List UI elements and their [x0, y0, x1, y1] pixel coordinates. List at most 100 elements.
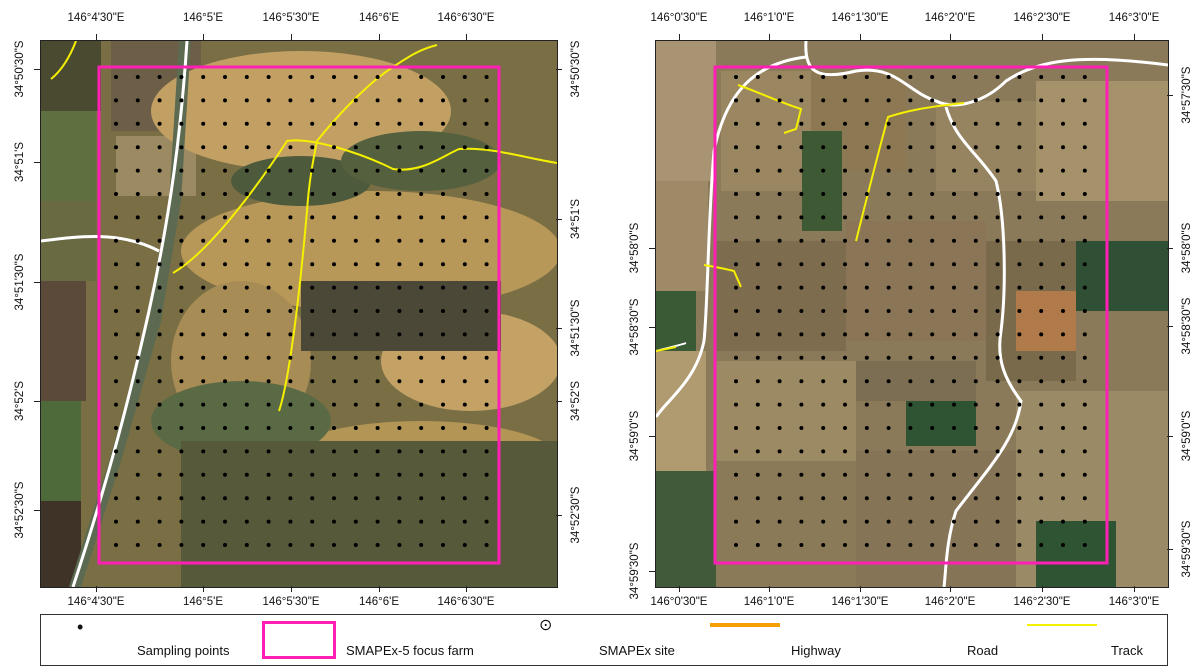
sampling-point: [201, 192, 206, 196]
sampling-point: [310, 402, 315, 407]
sampling-point: [462, 332, 467, 337]
sampling-point: [1017, 238, 1022, 243]
sampling-point: [777, 75, 782, 79]
sampling-point: [930, 309, 935, 313]
sampling-point: [734, 192, 738, 196]
sampling-point: [157, 75, 162, 79]
sampling-point: [310, 449, 315, 454]
sampling-point: [135, 215, 140, 220]
sampling-point: [375, 449, 380, 454]
sampling-point: [843, 262, 847, 267]
sampling-point: [995, 309, 1000, 313]
sampling-point: [864, 496, 869, 501]
sampling-point: [135, 145, 140, 150]
sampling-point: [157, 402, 162, 407]
sampling-point: [864, 543, 869, 547]
sampling-point: [734, 472, 738, 477]
sampling-point: [930, 145, 935, 150]
sampling-point: [441, 285, 445, 290]
sampling-point: [332, 332, 336, 337]
sampling-point: [114, 472, 118, 477]
sampling-point: [1082, 496, 1087, 501]
sampling-point: [332, 98, 336, 103]
sampling-point: [266, 402, 271, 407]
sampling-point: [353, 379, 358, 384]
sampling-point: [864, 472, 869, 477]
sampling-point: [179, 402, 184, 407]
sampling-point: [223, 238, 227, 243]
sampling-point: [843, 519, 847, 524]
sampling-point: [244, 449, 249, 454]
sampling-point: [886, 519, 891, 524]
sampling-point: [441, 355, 445, 360]
sampling-point: [375, 519, 380, 524]
sampling-point: [734, 543, 738, 547]
sampling-point: [995, 121, 1000, 126]
sampling-point: [1039, 121, 1044, 126]
bottom-tick-label-right-0: 146°0'30"E: [650, 596, 708, 608]
sampling-point: [375, 426, 380, 430]
sampling-point: [952, 379, 956, 384]
sampling-point: [397, 519, 402, 524]
sampling-point: [484, 238, 489, 243]
sampling-point: [734, 215, 738, 220]
sampling-point: [995, 449, 1000, 454]
sampling-point: [930, 426, 935, 430]
right-tick-label-left-2: 34°51'30"S: [570, 299, 582, 357]
sampling-point: [908, 379, 913, 384]
bottom-tick-label-right-4: 146°2'30"E: [1013, 596, 1071, 608]
sampling-point: [223, 215, 227, 220]
sampling-point: [952, 75, 956, 79]
left-tick-label-left-2: 34°51'30"S: [14, 253, 26, 311]
sampling-point: [397, 192, 402, 196]
sampling-point: [952, 121, 956, 126]
sampling-point: [734, 402, 738, 407]
sampling-point: [266, 168, 271, 173]
sampling-point: [755, 98, 760, 103]
sampling-point: [179, 379, 184, 384]
sampling-point: [777, 496, 782, 501]
sampling-point: [930, 519, 935, 524]
sampling-point: [995, 543, 1000, 547]
map-panel-right: [655, 40, 1169, 588]
sampling-point: [157, 355, 162, 360]
sampling-point: [179, 496, 184, 501]
sampling-point: [777, 98, 782, 103]
sampling-point: [1082, 449, 1087, 454]
sampling-point: [397, 379, 402, 384]
sampling-point: [135, 332, 140, 337]
right-tick-mark-right-0: [1167, 95, 1173, 96]
sampling-point: [157, 519, 162, 524]
sampling-point: [755, 168, 760, 173]
bottom-tick-label-right-3: 146°2'0"E: [924, 596, 976, 608]
sampling-point: [973, 121, 978, 126]
sampling-point: [266, 238, 271, 243]
sampling-point: [462, 121, 467, 126]
sampling-point: [244, 496, 249, 501]
sampling-point: [288, 285, 293, 290]
sampling-point: [353, 262, 358, 267]
sampling-point: [288, 355, 293, 360]
sampling-point: [1039, 285, 1044, 290]
sampling-point: [995, 75, 1000, 79]
sampling-point: [310, 309, 315, 313]
sampling-point: [441, 168, 445, 173]
sampling-point: [1061, 145, 1065, 150]
sampling-point: [419, 75, 424, 79]
sampling-point: [799, 332, 804, 337]
sampling-point: [419, 519, 424, 524]
left-tick-mark-left-0: [34, 69, 40, 70]
sampling-point: [952, 238, 956, 243]
sampling-point: [821, 145, 826, 150]
sampling-point: [135, 426, 140, 430]
sampling-point: [114, 519, 118, 524]
sampling-point: [952, 145, 956, 150]
sampling-point: [1017, 472, 1022, 477]
sampling-point: [484, 472, 489, 477]
sampling-point: [995, 262, 1000, 267]
sampling-point: [952, 168, 956, 173]
sampling-point: [288, 402, 293, 407]
track-swatch: [1027, 624, 1097, 626]
bottom-tick-mark-left-1: [203, 586, 204, 592]
sampling-point: [930, 75, 935, 79]
